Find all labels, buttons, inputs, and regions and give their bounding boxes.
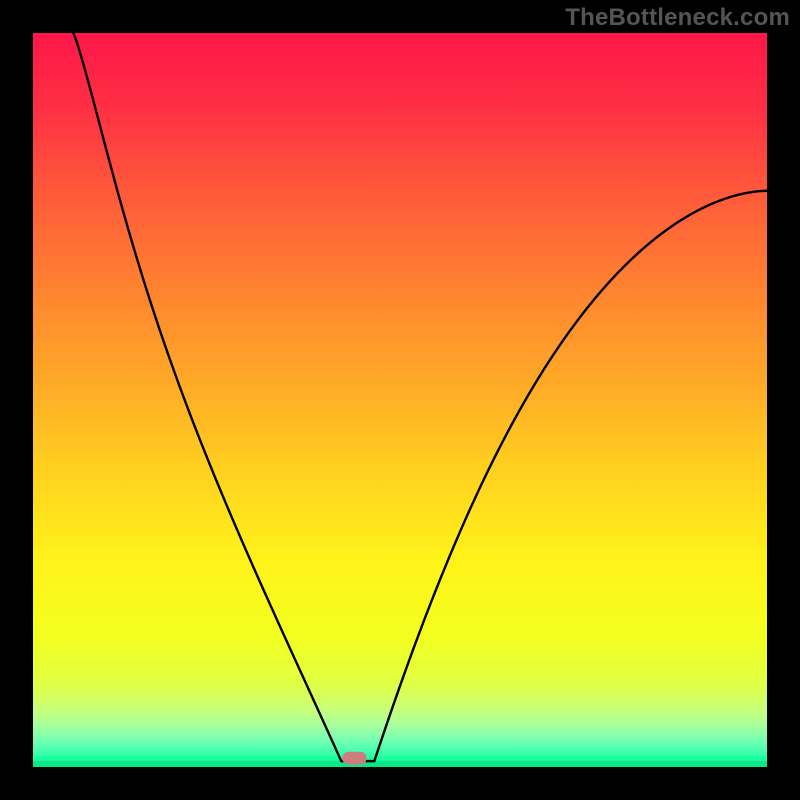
gradient-background [33, 33, 767, 767]
chart-svg [0, 0, 800, 800]
green-band [33, 761, 767, 768]
chart-stage: TheBottleneck.com [0, 0, 800, 800]
watermark-text: TheBottleneck.com [565, 4, 790, 32]
plot-area [33, 33, 767, 768]
optimum-marker [342, 752, 366, 765]
